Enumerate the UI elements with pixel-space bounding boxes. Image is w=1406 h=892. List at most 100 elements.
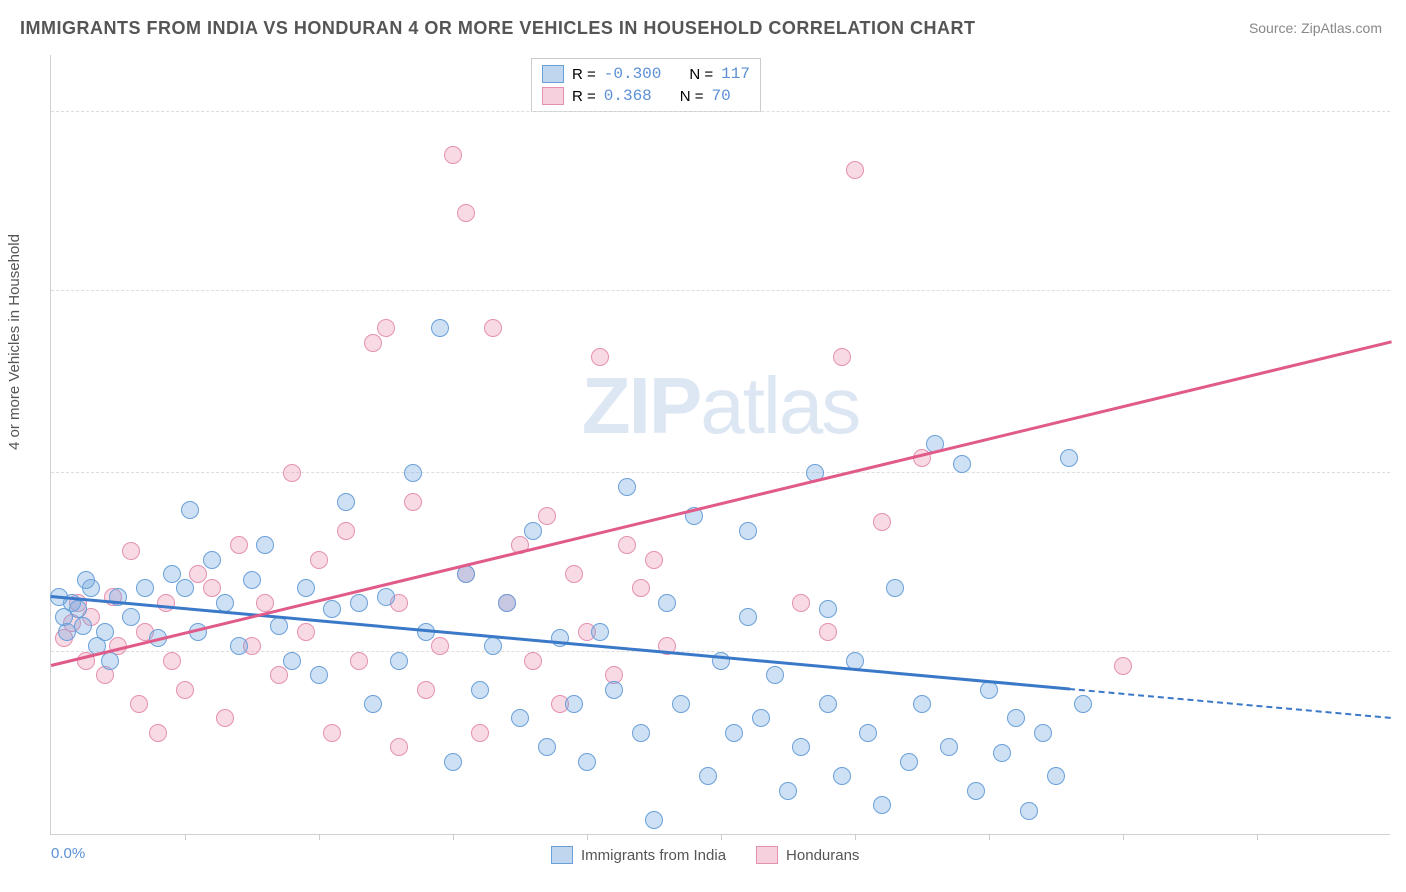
scatter-point <box>297 579 315 597</box>
scatter-point <box>1074 695 1092 713</box>
legend-item: Immigrants from India <box>551 846 726 864</box>
scatter-point <box>538 507 556 525</box>
r-value: 0.368 <box>604 87 652 105</box>
watermark: ZIPatlas <box>582 360 859 452</box>
scatter-point <box>873 513 891 531</box>
scatter-point <box>1034 724 1052 742</box>
gridline <box>51 290 1390 291</box>
scatter-point <box>886 579 904 597</box>
scatter-point <box>779 782 797 800</box>
scatter-point <box>498 594 516 612</box>
scatter-point <box>833 767 851 785</box>
scatter-point <box>766 666 784 684</box>
x-tick-mark <box>1123 834 1124 840</box>
scatter-point <box>176 579 194 597</box>
trend-line <box>51 595 1070 690</box>
scatter-point <box>1020 802 1038 820</box>
scatter-point <box>96 623 114 641</box>
r-label: R = <box>572 88 596 105</box>
trend-line <box>51 340 1392 666</box>
n-value: 70 <box>712 87 731 105</box>
n-label: N = <box>680 88 704 105</box>
scatter-point <box>74 617 92 635</box>
scatter-point <box>645 811 663 829</box>
source-label: Source: ZipAtlas.com <box>1249 20 1382 36</box>
scatter-point <box>833 348 851 366</box>
scatter-point <box>431 637 449 655</box>
legend-swatch <box>551 846 573 864</box>
n-value: 117 <box>721 65 750 83</box>
scatter-point <box>1114 657 1132 675</box>
scatter-point <box>417 681 435 699</box>
scatter-point <box>1007 709 1025 727</box>
scatter-point <box>444 753 462 771</box>
scatter-point <box>632 579 650 597</box>
scatter-point <box>967 782 985 800</box>
scatter-point <box>471 724 489 742</box>
scatter-point <box>538 738 556 756</box>
legend-item: Hondurans <box>756 846 859 864</box>
scatter-point <box>243 571 261 589</box>
r-value: -0.300 <box>604 65 662 83</box>
scatter-point <box>310 666 328 684</box>
scatter-point <box>605 681 623 699</box>
x-tick-mark <box>453 834 454 840</box>
scatter-point <box>149 724 167 742</box>
scatter-point <box>524 652 542 670</box>
trend-line <box>1069 688 1391 719</box>
legend-row: R =-0.300N =117 <box>542 63 750 85</box>
scatter-point <box>913 695 931 713</box>
scatter-point <box>819 695 837 713</box>
legend-swatch <box>542 87 564 105</box>
scatter-point <box>940 738 958 756</box>
x-tick-mark <box>185 834 186 840</box>
scatter-point <box>484 319 502 337</box>
scatter-point <box>404 493 422 511</box>
scatter-point <box>792 594 810 612</box>
x-tick-mark <box>989 834 990 840</box>
x-tick-mark <box>855 834 856 840</box>
scatter-point <box>122 542 140 560</box>
scatter-point <box>350 594 368 612</box>
scatter-point <box>511 709 529 727</box>
scatter-point <box>337 493 355 511</box>
scatter-point <box>565 565 583 583</box>
r-label: R = <box>572 66 596 83</box>
scatter-point <box>484 637 502 655</box>
scatter-point <box>900 753 918 771</box>
scatter-point <box>672 695 690 713</box>
scatter-point <box>404 464 422 482</box>
gridline <box>51 111 1390 112</box>
scatter-point <box>163 565 181 583</box>
scatter-point <box>444 146 462 164</box>
scatter-point <box>283 652 301 670</box>
scatter-point <box>846 161 864 179</box>
scatter-point <box>101 652 119 670</box>
scatter-point <box>819 600 837 618</box>
scatter-point <box>645 551 663 569</box>
scatter-point <box>524 522 542 540</box>
scatter-point <box>658 594 676 612</box>
scatter-point <box>256 594 274 612</box>
scatter-point <box>181 501 199 519</box>
scatter-point <box>618 536 636 554</box>
x-tick-mark <box>587 834 588 840</box>
scatter-point <box>122 608 140 626</box>
scatter-point <box>77 571 95 589</box>
scatter-point <box>310 551 328 569</box>
scatter-point <box>69 600 87 618</box>
legend-swatch <box>756 846 778 864</box>
scatter-point <box>256 536 274 554</box>
scatter-point <box>377 588 395 606</box>
scatter-point <box>699 767 717 785</box>
scatter-point <box>725 724 743 742</box>
scatter-point <box>350 652 368 670</box>
x-tick-mark <box>1257 834 1258 840</box>
scatter-point <box>1047 767 1065 785</box>
scatter-point <box>130 695 148 713</box>
scatter-point <box>364 334 382 352</box>
scatter-point <box>297 623 315 641</box>
scatter-point <box>390 652 408 670</box>
scatter-point <box>792 738 810 756</box>
scatter-point <box>364 695 382 713</box>
